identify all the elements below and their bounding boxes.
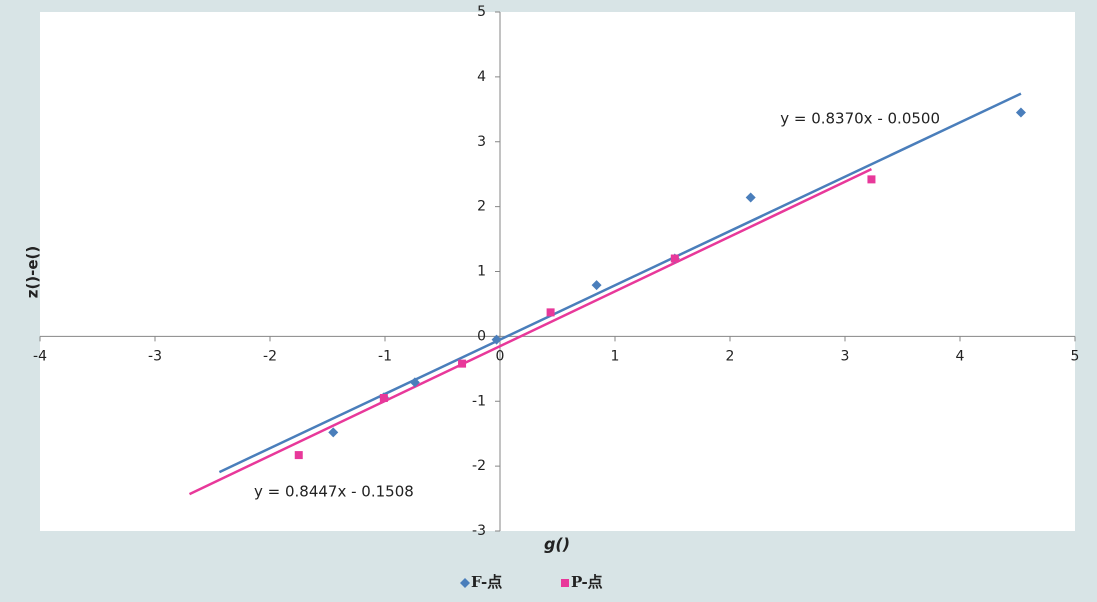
x-tick-label: 3 <box>841 348 850 364</box>
point <box>591 280 602 291</box>
point <box>867 175 876 184</box>
point <box>409 377 420 388</box>
x-tick-label: 2 <box>726 348 735 364</box>
x-tick-label: -3 <box>148 348 162 364</box>
x-tick-label: -4 <box>33 348 47 364</box>
y-tick-label: 5 <box>477 4 486 20</box>
x-tick-label: 0 <box>496 348 505 364</box>
trendline-equation: y = 0.8370x - 0.0500 <box>780 110 940 128</box>
x-tick-label: 5 <box>1071 348 1080 364</box>
legend-marker <box>561 579 569 587</box>
y-axis-label: z()-e() <box>24 246 42 299</box>
legend-marker <box>460 578 470 588</box>
point <box>328 427 339 438</box>
trendline-equation: y = 0.8447x - 0.1508 <box>254 483 414 501</box>
point <box>745 192 756 203</box>
point <box>1015 107 1026 118</box>
point <box>546 308 555 317</box>
legend-label: P-点 <box>571 573 603 591</box>
y-tick-label: 0 <box>477 328 486 344</box>
legend-label: F-点 <box>471 573 502 591</box>
x-axis-label: g() <box>544 535 570 554</box>
x-tick-label: -1 <box>378 348 392 364</box>
point <box>379 394 388 403</box>
y-tick-label: 3 <box>477 134 486 150</box>
y-tick-label: -2 <box>472 458 486 474</box>
y-tick-label: -1 <box>472 393 486 409</box>
point <box>458 359 467 368</box>
point <box>491 334 502 345</box>
y-tick-label: 4 <box>477 69 486 85</box>
trendline <box>218 92 1022 474</box>
y-tick-label: -3 <box>472 523 486 539</box>
plot-area <box>40 12 1075 531</box>
x-tick-label: 1 <box>611 348 620 364</box>
y-tick-label: 2 <box>477 199 486 215</box>
point <box>670 254 679 263</box>
point <box>294 451 303 460</box>
x-tick-label: -2 <box>263 348 277 364</box>
y-tick-label: 1 <box>477 264 486 280</box>
x-tick-label: 4 <box>956 348 965 364</box>
trendline <box>188 168 872 496</box>
